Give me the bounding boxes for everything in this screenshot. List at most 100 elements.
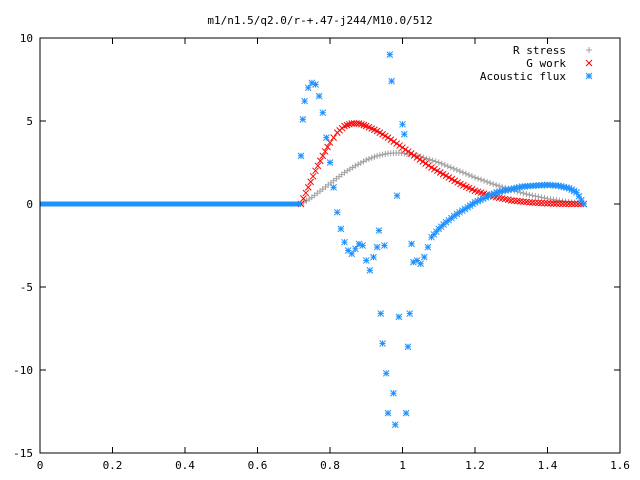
data-point [562,200,569,208]
data-point [300,195,307,202]
data-point [400,130,408,138]
data-point [481,177,488,184]
data-point [337,225,345,233]
data-point [315,92,323,100]
data-point [350,120,358,127]
data-point [390,138,398,145]
data-point [447,164,454,171]
data-point [450,165,457,172]
data-point [360,158,367,165]
x-axis: 0 0.2 0.4 0.6 0.8 1 1.2 1.4 1.6 [37,38,630,472]
data-point [312,81,319,88]
data-point [363,157,370,164]
data-point [556,200,563,208]
data-point [395,313,403,321]
data-point [547,200,554,207]
data-point [326,139,334,146]
data-point [375,227,383,234]
data-point [382,369,390,377]
data-point [379,340,386,347]
data-point [396,142,403,149]
data-point [535,199,542,207]
data-point [323,134,330,141]
data-point [532,193,539,200]
y-tick-label: -5 [20,281,33,294]
data-point [384,134,392,141]
data-point [571,200,579,208]
data-point [391,421,399,429]
data-point [307,178,315,186]
data-point [404,343,412,351]
data-point [326,159,334,166]
legend-marker [585,59,593,67]
x-tick-label: 0.8 [320,459,340,472]
data-point [472,174,478,181]
series-g-work [297,120,588,208]
data-point [352,245,359,253]
data-point [580,200,588,208]
data-point [319,152,327,160]
data-point [410,152,418,159]
data-point [365,155,372,162]
data-point [444,163,451,170]
data-point [302,189,310,197]
data-point [424,243,432,251]
y-axis: -15 -10 -5 0 5 10 [13,32,620,460]
legend-label: Acoustic flux [480,70,566,83]
data-point [419,158,427,165]
data-point [301,97,308,105]
data-point [413,154,421,161]
data-point [520,190,527,197]
data-point [377,310,385,317]
data-point [478,176,485,183]
x-tick-label: 0.4 [175,459,195,472]
data-point [550,200,557,207]
data-point [390,389,397,397]
data-point [355,120,363,127]
data-point [487,179,494,186]
data-point [526,191,533,198]
data-point [388,77,395,85]
data-point [309,172,317,180]
data-point [319,109,327,117]
data-point [393,140,401,147]
data-point [432,158,439,165]
data-point [407,150,415,157]
data-point [529,199,536,206]
data-point [333,208,341,216]
x-tick-label: 0 [37,459,44,472]
data-point [399,120,406,128]
x-tick-label: 1.6 [610,459,630,472]
data-point [330,184,337,191]
data-point [376,152,383,159]
data-point [371,153,378,160]
data-point [465,171,472,178]
data-point [387,136,395,143]
data-point [438,160,445,167]
data-point [374,152,381,159]
data-point [484,178,491,185]
data-point [435,159,442,166]
data-point [426,156,433,163]
data-point [393,192,401,200]
data-point [523,191,530,198]
data-point [314,162,322,170]
data-point [416,156,424,163]
data-point [413,257,421,264]
data-point [408,240,415,248]
data-point [402,146,409,153]
data-point [341,238,348,246]
data-point [441,161,448,168]
data-point [362,257,370,264]
data-point [456,168,463,175]
data-point [429,157,436,164]
x-tick-label: 0.6 [248,459,268,472]
legend-marker [585,72,593,80]
data-point [402,409,410,417]
data-point [341,122,348,130]
x-tick-label: 0.2 [103,459,123,472]
x-tick-label: 1.4 [538,459,558,472]
data-point [422,160,430,167]
legend-label: R stress [513,44,566,57]
